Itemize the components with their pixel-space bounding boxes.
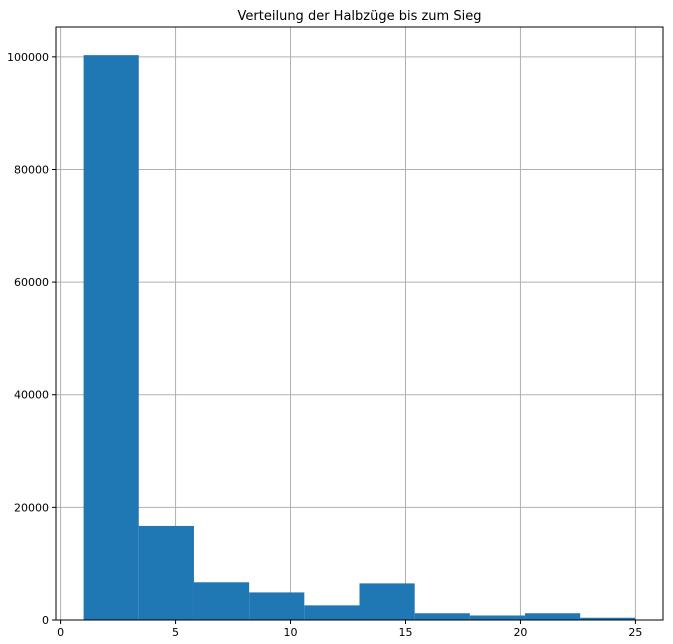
x-tick-label: 0 [57,626,64,639]
histogram-bar [83,55,139,620]
x-tick-label: 10 [284,626,298,639]
histogram-bar [580,617,636,620]
histogram-bar [304,605,360,620]
y-tick-label: 0 [42,614,49,627]
chart-title: Verteilung der Halbzüge bis zum Sieg [238,9,482,24]
histogram-bar [469,615,526,620]
grid-lines [56,27,663,621]
histogram-bars [83,55,636,620]
x-tick-label: 5 [172,626,179,639]
y-axis-ticks: 0 20000 40000 60000 80000 100000 [7,51,56,627]
y-tick-label: 80000 [14,163,49,176]
y-tick-label: 20000 [14,501,49,514]
y-tick-label: 100000 [7,51,49,64]
histogram-bar [414,613,470,620]
x-axis-ticks: 0 5 10 15 20 25 [57,620,642,639]
x-tick-label: 20 [513,626,527,639]
histogram-bar [249,592,305,620]
histogram-bar [525,613,581,620]
x-tick-label: 15 [398,626,412,639]
histogram-bar [138,525,194,620]
axes [55,26,664,621]
y-tick-label: 40000 [14,389,49,402]
x-tick-label: 25 [628,626,642,639]
histogram-bar [359,583,415,620]
y-tick-label: 60000 [14,276,49,289]
plot-frame [55,26,664,621]
histogram-bar [193,582,250,620]
